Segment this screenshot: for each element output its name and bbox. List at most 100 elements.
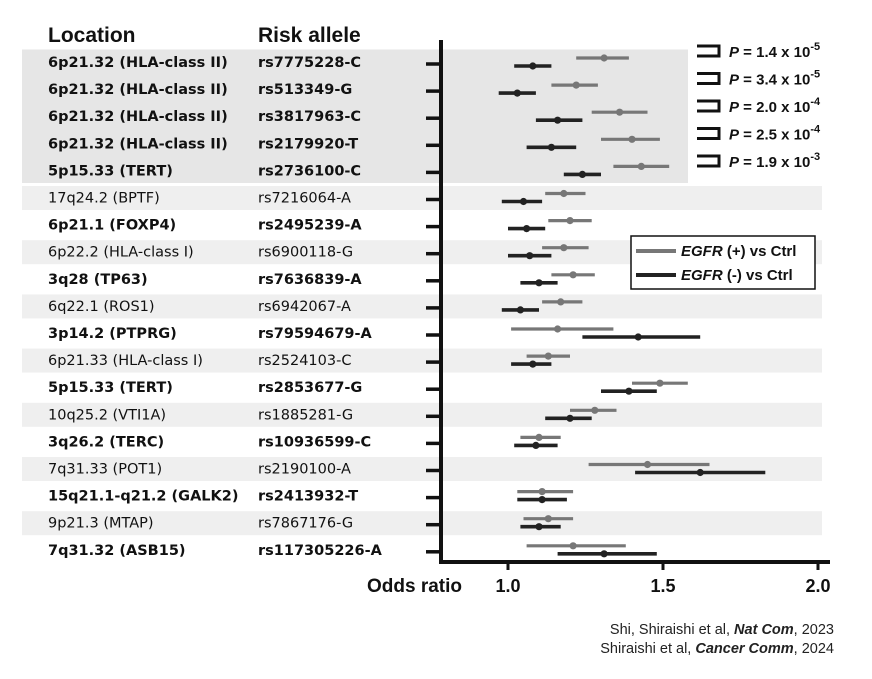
p-value-label: P = 1.4 x 10-5 [729,41,820,61]
p-exponent: -5 [810,69,820,81]
citation-2-journal: Cancer Comm [695,641,794,657]
p-symbol: P [729,154,740,171]
hla-group-shading [22,49,442,183]
legend-label: EGFR (-) vs Ctrl [681,267,793,284]
or-point-neg [519,197,528,206]
row-shading [22,457,822,481]
citation-1-year: , 2023 [793,622,834,638]
or-point-pos [554,325,562,333]
p-equals: = 1.9 x 10 [739,154,810,171]
legend-box [630,235,816,290]
or-point-pos [566,217,574,225]
p-value-item: P = 1.4 x 10-5 [697,41,820,61]
citation-line-2: Shiraishi et al, Cancer Comm, 2024 [600,640,834,659]
p-value-label: P = 2.5 x 10-4 [729,124,821,144]
row-location: 6p22.2 (HLA-class I) [48,245,194,261]
or-point-pos [569,271,577,279]
citation-line-1: Shi, Shiraishi et al, Nat Com, 2023 [600,621,834,640]
row-location: 6p21.1 (FOXP4) [48,218,176,234]
row-shading [22,511,822,536]
p-equals: = 2.0 x 10 [739,99,810,116]
row-location: 9p21.3 (MTAP) [48,516,154,532]
row-location: 17q24.2 (BPTF) [48,191,160,207]
p-exponent: -3 [810,151,820,163]
row-risk-allele: rs1885281-G [258,407,353,423]
x-tick-label: 1.0 [495,576,520,596]
or-point-pos [637,162,645,170]
or-point-neg [600,550,608,558]
row-location: 5p15.33 (TERT) [48,380,173,396]
p-bracket [697,44,721,58]
row-location: 3p14.2 (PTPRG) [48,326,177,342]
x-tick-label: 2.0 [805,576,830,596]
row-location: 5p15.33 (TERT) [48,163,173,179]
row-risk-allele: rs6942067-A [258,299,351,315]
citation-1-authors: Shi, Shiraishi et al, [609,622,735,638]
or-point-neg [578,170,587,178]
row-risk-allele: rs10936599-C [258,434,371,450]
p-bracket [697,99,721,113]
or-point-neg [529,360,537,368]
row-risk-allele: rs3817963-C [258,109,361,125]
row-shading [22,402,822,427]
hla-group-shading-plot [442,49,688,183]
row-risk-allele: rs2524103-C [258,353,351,369]
or-point-pos [560,189,568,198]
p-value-item: P = 1.9 x 10-3 [697,151,820,171]
or-point-neg [535,523,543,531]
row-location: 6p21.32 (HLA-class II) [48,109,228,125]
or-point-neg [625,387,633,395]
legend-gene: EGFR [681,267,723,284]
or-point-pos [538,488,546,496]
p-equals: = 3.4 x 10 [739,72,810,89]
or-point-neg [634,333,642,341]
p-value-item: P = 2.0 x 10-4 [697,96,821,116]
row-location: 3q28 (TP63) [48,272,148,288]
or-point-neg [566,414,574,422]
header-risk-allele: Risk allele [258,24,361,47]
x-axis-label: Odds ratio [367,576,462,597]
citation: Shi, Shiraishi et al, Nat Com, 2023 Shir… [600,621,834,659]
or-point-pos [544,352,552,360]
p-symbol: P [729,127,740,144]
row-risk-allele: rs7775228-C [258,55,361,71]
or-point-pos [544,515,552,523]
legend-comparison: (-) vs Ctrl [723,267,793,284]
p-values-layer: P = 1.4 x 10-5P = 3.4 x 10-5P = 2.0 x 10… [697,41,821,171]
row-risk-allele: rs2495239-A [258,218,362,234]
p-bracket [697,72,721,85]
p-value-label: P = 3.4 x 10-5 [729,69,820,89]
legend-gene: EGFR [681,243,723,260]
or-point-pos [572,81,580,89]
row-location: 7q31.32 (ASB15) [48,543,186,559]
or-point-pos [560,244,568,252]
row-risk-allele: rs2736100-C [258,163,361,179]
p-symbol: P [729,99,740,116]
axes: 1.0 1.5 2.0 Odds ratio [367,40,831,597]
or-point-neg [535,279,543,287]
p-value-label: P = 1.9 x 10-3 [729,151,820,171]
p-value-item: P = 3.4 x 10-5 [697,69,820,89]
or-point-pos [628,135,636,143]
row-shading [22,186,822,210]
p-bracket [697,127,721,140]
row-risk-allele: rs117305226-A [258,543,383,559]
row-risk-allele: rs6900118-G [258,245,353,261]
p-symbol: P [729,72,740,89]
or-point-neg [547,143,556,151]
estimates-layer [498,54,766,558]
or-point-pos [535,433,543,441]
row-location: 10q25.2 (VTI1A) [48,407,166,423]
row-risk-allele: rs7636839-A [258,272,362,288]
citation-2-authors: Shiraishi et al, [600,641,696,657]
row-risk-allele: rs79594679-A [258,326,373,342]
or-point-neg [538,496,546,504]
or-point-pos [569,542,577,550]
p-symbol: P [729,44,740,61]
row-risk-allele: rs2413932-T [258,489,358,505]
legend-label: EGFR (+) vs Ctrl [681,243,796,260]
x-tick-label: 1.5 [650,576,675,596]
row-shading [22,294,822,319]
p-bracket [697,154,721,168]
